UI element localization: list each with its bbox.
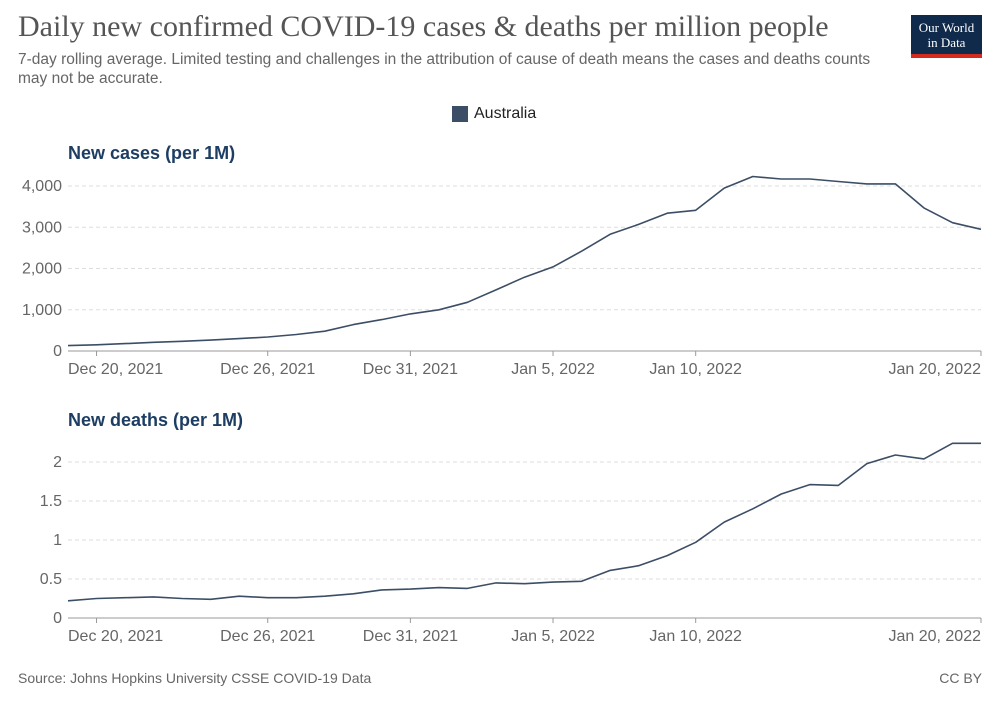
- x-tick-label: Dec 20, 2021: [68, 628, 163, 645]
- y-tick-label: 1: [53, 532, 62, 549]
- x-tick-label: Jan 10, 2022: [649, 628, 742, 645]
- x-tick-label: Jan 20, 2022: [888, 361, 981, 378]
- legend[interactable]: Australia: [452, 105, 536, 123]
- y-tick-label: 2,000: [22, 261, 62, 278]
- y-tick-label: 1,000: [22, 302, 62, 319]
- y-tick-label: 2: [53, 454, 62, 471]
- x-tick-label: Dec 31, 2021: [363, 628, 458, 645]
- owid-logo[interactable]: Our World in Data: [911, 15, 982, 58]
- y-tick-label: 1.5: [40, 493, 62, 510]
- series-line-australia: [67, 175, 982, 347]
- chart-subtitle: 7-day rolling average. Limited testing a…: [18, 51, 871, 87]
- legend-label-australia: Australia: [474, 105, 537, 122]
- logo-line-2: in Data: [927, 35, 966, 50]
- x-tick-label: Jan 20, 2022: [888, 628, 981, 645]
- source-note[interactable]: Source: Johns Hopkins University CSSE CO…: [18, 670, 372, 686]
- x-tick-label: Dec 26, 2021: [220, 361, 315, 378]
- license-note[interactable]: CC BY: [939, 670, 982, 686]
- y-tick-label: 0: [53, 610, 62, 627]
- x-tick-label: Dec 31, 2021: [363, 361, 458, 378]
- x-tick-label: Jan 5, 2022: [511, 628, 595, 645]
- panel-title: New deaths (per 1M): [68, 410, 243, 430]
- y-tick-label: 4,000: [22, 178, 62, 195]
- legend-swatch: [452, 106, 468, 122]
- x-tick-label: Jan 10, 2022: [649, 361, 742, 378]
- x-tick-label: Dec 20, 2021: [68, 361, 163, 378]
- y-tick-label: 0: [53, 343, 62, 360]
- panel-title: New cases (per 1M): [68, 143, 235, 163]
- chart-title: Daily new confirmed COVID-19 cases & dea…: [18, 10, 829, 43]
- y-tick-label: 0.5: [40, 571, 62, 588]
- series-line-australia: [67, 442, 981, 602]
- y-tick-label: 3,000: [22, 219, 62, 236]
- x-tick-label: Dec 26, 2021: [220, 628, 315, 645]
- logo-line-1: Our World: [918, 20, 975, 35]
- x-tick-label: Jan 5, 2022: [511, 361, 595, 378]
